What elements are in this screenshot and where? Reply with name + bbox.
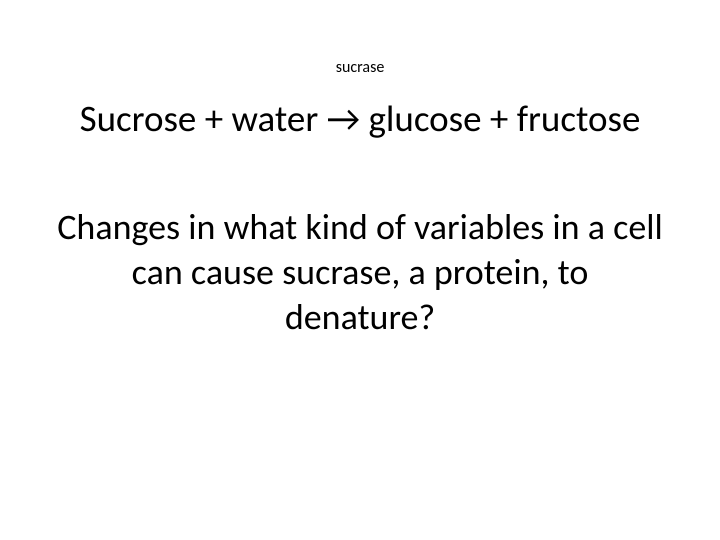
reaction-equation: Sucrose + water → glucose + fructose — [0, 96, 720, 141]
products-text: glucose + fructose — [368, 96, 640, 141]
question-text: Changes in what kind of variables in a c… — [55, 205, 665, 340]
slide-container: sucrase Sucrose + water → glucose + fruc… — [0, 0, 720, 540]
reactants-text: Sucrose + water — [80, 96, 319, 141]
enzyme-label: sucrase — [0, 58, 720, 77]
arrow-icon: → — [327, 96, 361, 141]
